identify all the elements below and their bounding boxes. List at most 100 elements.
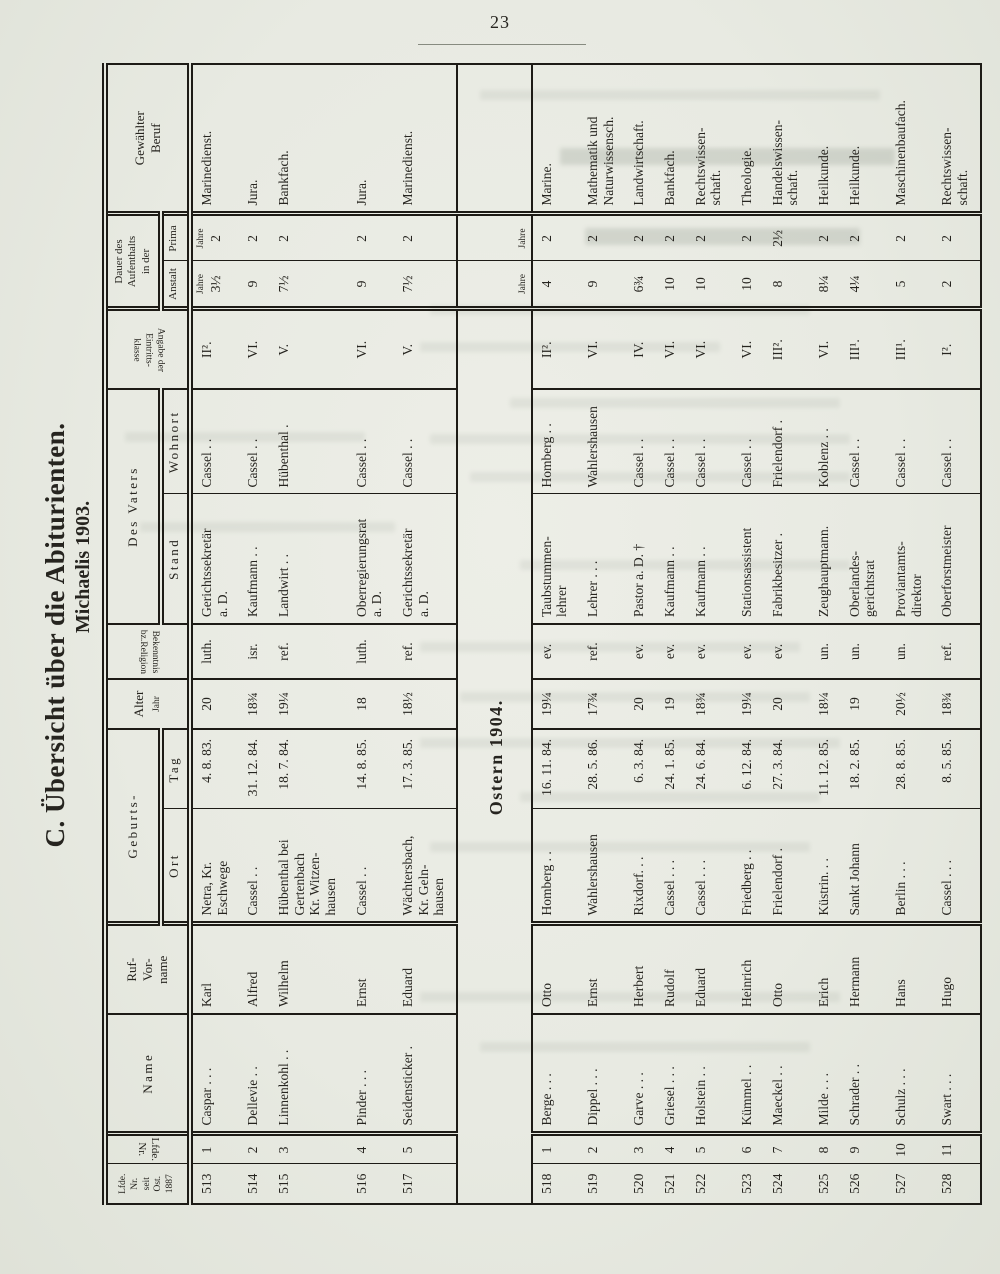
cell-anstalt: 10	[733, 260, 764, 309]
sub-header-wohnort: Wohnort	[161, 388, 191, 494]
cell-name: Garve . . .	[625, 1014, 657, 1134]
cell-ort: Wächtersbach, Kr. Geln- hausen	[393, 809, 457, 924]
bleed-through-ghost	[520, 792, 820, 802]
cell-name: Berge . . .	[531, 1014, 580, 1134]
cell-klasse: III¹.	[887, 308, 934, 389]
cell-beruf: Rechtswissen- schaft.	[686, 63, 734, 214]
cell-wohnort: Cassel . .	[933, 388, 981, 494]
cell-nr: 6	[733, 1134, 764, 1164]
cell-beruf: Theologie.	[733, 63, 764, 214]
cell-alter: 19¼	[733, 679, 764, 729]
cell-alter: 19	[840, 679, 888, 729]
cell-klasse: II².	[531, 308, 580, 389]
cell-ort: Wahlershausen	[579, 809, 626, 924]
col-header-nr-seit-1887: Lfde. Nr. seit Ost. 1887	[105, 1164, 191, 1204]
cell-stand: Zeughauptmann.	[810, 494, 841, 624]
cell-vorname: Otto	[531, 924, 580, 1014]
cell-beruf: Bankfach.	[656, 63, 687, 214]
col-header-eintrittsklasse: Angabe der Eintritts- klasse	[105, 308, 191, 389]
student-row: 524 7 Maeckel . . Otto Frielendorf . 27. 3. 8…	[763, 63, 811, 1204]
cell-nr_seit: 519	[585, 1173, 601, 1194]
cell-prima: 2	[531, 213, 580, 261]
cell-anstalt: 10	[656, 260, 687, 309]
bleed-through-ghost	[470, 472, 850, 482]
cell-bek: ev.	[625, 624, 657, 679]
cell-nr_seit: 524	[769, 1173, 785, 1194]
cell-tag: 6. 12. 84.	[733, 729, 764, 809]
cell-beruf: Marine.	[531, 63, 580, 214]
cell-tag: 8. 5. 85.	[933, 729, 981, 809]
cell-vorname: Wilhelm	[270, 924, 348, 1014]
cell-prima: 2	[393, 213, 457, 261]
cell-name: Dellevie . .	[239, 1014, 271, 1134]
cell-nr: 1	[531, 1134, 580, 1164]
cell-tag: 6. 3. 84.	[625, 729, 657, 809]
cell-wohnort: Cassel . .	[393, 388, 457, 494]
cell-nr_seit: 521	[662, 1173, 678, 1194]
cell-bek: ev.	[656, 624, 687, 679]
cell-klasse: III¹.	[840, 308, 888, 389]
cell-beruf: Handelswissen- schaft.	[763, 63, 811, 214]
cell-nr: 11	[933, 1134, 981, 1164]
cell-beruf: Heilkunde.	[840, 63, 888, 214]
cell-wohnort: Cassel . .	[625, 388, 657, 494]
bleed-through-ghost	[480, 90, 880, 100]
col-header-lfde-nr: Lfde. Nr.	[105, 1134, 191, 1164]
cell-vorname: Rudolf	[656, 924, 687, 1014]
cell-beruf: Jura.	[347, 63, 394, 214]
cell-anstalt: 7½	[270, 260, 348, 309]
cell-alter: 19¼	[531, 679, 580, 729]
cell-nr_seit: 516	[353, 1173, 369, 1194]
bleed-through-ghost	[420, 642, 800, 652]
cell-vorname: Heinrich	[733, 924, 764, 1014]
cell-ort: Netra, Kr. Eschwege	[190, 809, 240, 924]
cell-bek: ev.	[733, 624, 764, 679]
bleed-through-ghost	[430, 842, 810, 852]
student-row: 513 1 Caspar . . . Karl Netra, Kr. Eschwege 4…	[190, 63, 240, 1204]
cell-name: Kümmel . .	[733, 1014, 764, 1134]
cell-alter: 18¼	[810, 679, 841, 729]
cell-nr: 2	[239, 1134, 271, 1164]
cell-beruf: Landwirtschaft.	[625, 63, 657, 214]
col-header-des-vaters: Des Vaters	[105, 388, 162, 624]
cell-name: Maeckel . .	[763, 1014, 811, 1134]
student-row: 522 5 Holstein . . Eduard Cassel . . . 24. 6.…	[686, 63, 734, 1204]
cell-alter: 20	[190, 679, 240, 729]
cell-alter: 20½	[887, 679, 934, 729]
cell-anstalt: 4¼	[840, 260, 888, 309]
cell-bek: ref.	[933, 624, 981, 679]
cell-bek: un.	[810, 624, 841, 679]
cell-stand: Oberlandes- gerichtsrat	[840, 494, 888, 624]
table-subtitle: Michaelis 1903.	[72, 500, 94, 634]
cell-prima: 2	[840, 213, 888, 261]
cell-alter: 20	[763, 679, 811, 729]
cell-tag: 16. 11. 84.	[531, 729, 580, 809]
section-empty-cell	[456, 63, 532, 214]
student-row: 526 9 Schrader . . Hermann Sankt Johann 18. 2…	[840, 63, 888, 1204]
cell-stand: Landwirt . .	[270, 494, 348, 624]
cell-wohnort: Koblenz . .	[810, 388, 841, 494]
cell-bek: ref.	[270, 624, 348, 679]
cell-nr: 7	[763, 1134, 811, 1164]
cell-klasse: VI.	[686, 308, 734, 389]
cell-nr_seit: 525	[816, 1173, 832, 1194]
cell-nr: 10	[887, 1134, 934, 1164]
cell-nr_seit: 515	[276, 1173, 292, 1194]
cell-bek: ref.	[393, 624, 457, 679]
cell-tag: 18. 2. 85.	[840, 729, 888, 809]
col-header-beruf: Gewählter Beruf	[105, 63, 191, 214]
cell-anstalt: 9	[579, 260, 626, 309]
sub-header-prima: Prima	[161, 213, 191, 261]
cell-anstalt: 5	[887, 260, 934, 309]
cell-alter: 18¾	[686, 679, 734, 729]
cell-klasse: VI.	[810, 308, 841, 389]
cell-tag: 28. 8. 85.	[887, 729, 934, 809]
cell-nr_seit: 527	[893, 1173, 909, 1194]
cell-wohnort: Cassel . .	[190, 388, 240, 494]
cell-prima: 2	[347, 213, 394, 261]
cell-stand: Oberforstmeister	[933, 494, 981, 624]
cell-beruf: Maschinenbaufach.	[887, 63, 934, 214]
cell-wohnort: Cassel . .	[840, 388, 888, 494]
cell-beruf: Jura.	[239, 63, 271, 214]
cell-anstalt: 2	[933, 260, 981, 309]
